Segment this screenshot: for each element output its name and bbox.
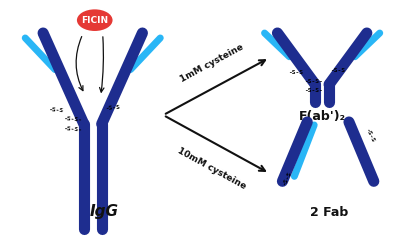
Text: 2 Fab: 2 Fab	[310, 206, 348, 219]
Text: -S-S-: -S-S-	[63, 116, 82, 122]
Text: -S-S: -S-S	[288, 70, 303, 75]
Text: -S-S-: -S-S-	[304, 79, 323, 84]
Text: 1mM cysteine: 1mM cysteine	[178, 43, 245, 84]
Text: -S-S-: -S-S-	[304, 88, 323, 93]
Text: -S-S: -S-S	[282, 170, 292, 186]
Text: -S-S: -S-S	[330, 68, 345, 73]
Text: -S-S: -S-S	[364, 127, 375, 143]
Text: -S-S: -S-S	[105, 105, 120, 111]
Text: 10mM cysteine: 10mM cysteine	[176, 146, 247, 191]
Ellipse shape	[76, 8, 114, 32]
Text: FICIN: FICIN	[81, 16, 108, 25]
Text: -S-S-: -S-S-	[63, 126, 82, 132]
Text: IgG: IgG	[90, 204, 119, 219]
Text: F(ab')₂: F(ab')₂	[299, 110, 346, 123]
Text: -S-S: -S-S	[48, 107, 64, 113]
